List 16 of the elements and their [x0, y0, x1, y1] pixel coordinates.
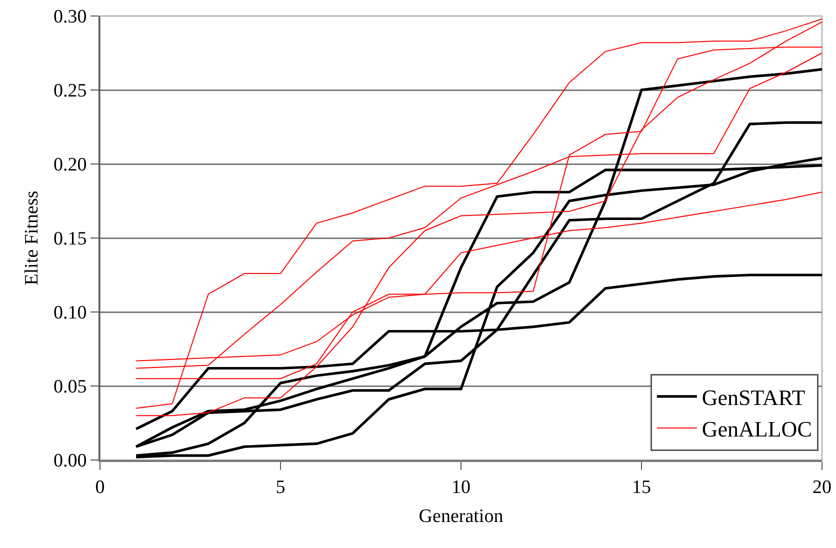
- legend-label: GenSTART: [702, 385, 806, 410]
- y-tick-label: 0.10: [53, 302, 87, 324]
- x-tick-label: 15: [632, 476, 651, 498]
- y-tick-label: 0.20: [53, 154, 87, 176]
- x-axis-title: Generation: [418, 506, 504, 528]
- y-tick-label: 0.05: [53, 376, 87, 398]
- y-tick-label: 0.30: [53, 6, 87, 28]
- y-axis-title: Elite Fitness: [22, 190, 43, 286]
- x-tick-label: 20: [812, 476, 832, 498]
- y-tick-label: 0.00: [53, 450, 87, 472]
- legend-label: GenALLOC: [702, 416, 812, 442]
- x-tick-label: 0: [95, 476, 105, 498]
- x-tick-label: 10: [452, 476, 470, 498]
- y-tick-label: 0.15: [53, 228, 87, 250]
- x-tick-label: 5: [276, 476, 286, 498]
- y-tick-label: 0.25: [53, 80, 87, 102]
